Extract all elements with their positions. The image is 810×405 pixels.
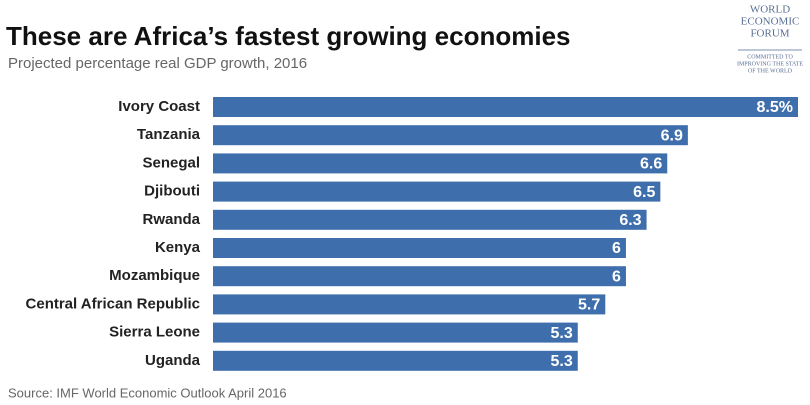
bar [213,350,578,371]
logo-motto: IMPROVING THE STATE [737,61,803,67]
value-label: 5.3 [551,325,573,342]
value-label: 6 [612,240,621,257]
chart-title: These are Africa’s fastest growing econo… [6,21,570,51]
value-label: 6 [612,268,621,285]
bar [213,294,606,315]
bar [213,209,647,230]
category-label: Ivory Coast [118,98,200,115]
source: Source: IMF World Economic Outlook April… [8,385,287,400]
bar [213,181,661,202]
chart-subtitle: Projected percentage real GDP growth, 20… [8,55,307,72]
category-label: Central African Republic [26,295,200,312]
category-label: Uganda [145,352,201,369]
category-label: Mozambique [109,267,200,284]
bar [213,238,626,258]
category-label: Tanzania [137,126,201,143]
value-label: 6.5 [633,184,655,201]
logo-name: ECONOMIC [741,16,800,28]
bar [213,322,578,343]
value-label: 6.9 [661,127,683,144]
bar [213,153,668,174]
value-label: 5.3 [551,353,573,370]
logo-name: FORUM [750,28,789,40]
category-label: Kenya [155,239,201,256]
value-label: 5.7 [578,297,600,314]
category-label: Rwanda [142,211,200,228]
value-label: 8.5% [757,99,793,116]
category-label: Sierra Leone [109,324,200,341]
logo-motto: COMMITTED TO [747,54,793,60]
value-label: 6.6 [640,156,662,173]
category-label: Djibouti [144,183,200,200]
value-label: 6.3 [619,212,641,229]
logo-name: WORLD [750,4,790,16]
bar [213,97,798,117]
logo-motto: OF THE WORLD [748,68,793,74]
category-label: Senegal [142,154,200,171]
bar [213,125,688,146]
bar [213,266,626,287]
